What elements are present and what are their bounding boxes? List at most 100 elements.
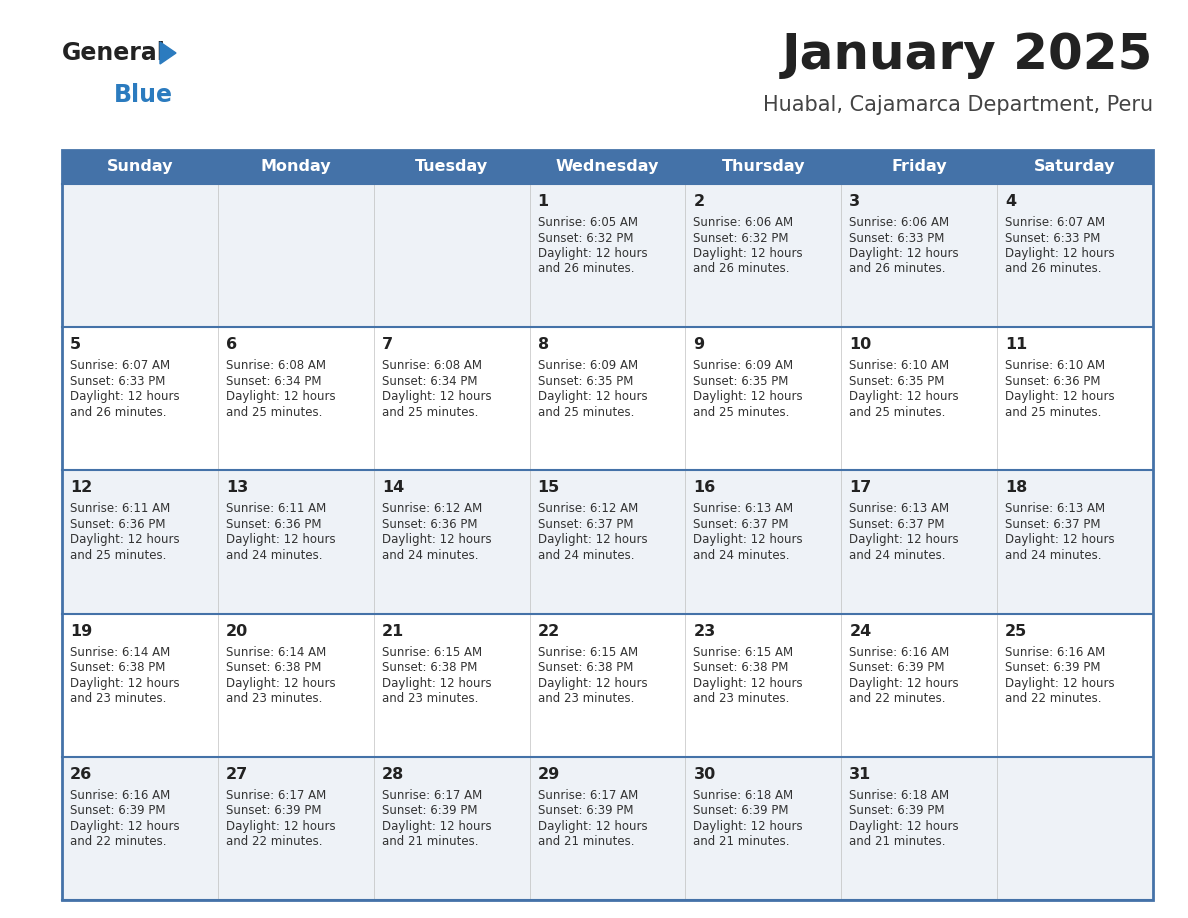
Text: Daylight: 12 hours: Daylight: 12 hours <box>694 247 803 260</box>
Text: Daylight: 12 hours: Daylight: 12 hours <box>849 533 959 546</box>
Text: 23: 23 <box>694 623 715 639</box>
Text: and 21 minutes.: and 21 minutes. <box>381 835 479 848</box>
Text: Daylight: 12 hours: Daylight: 12 hours <box>1005 533 1114 546</box>
Text: Sunset: 6:32 PM: Sunset: 6:32 PM <box>538 231 633 244</box>
Text: Sunset: 6:39 PM: Sunset: 6:39 PM <box>849 661 944 674</box>
Text: Sunset: 6:34 PM: Sunset: 6:34 PM <box>381 375 478 387</box>
Text: Huabal, Cajamarca Department, Peru: Huabal, Cajamarca Department, Peru <box>763 95 1154 115</box>
Text: and 22 minutes.: and 22 minutes. <box>226 835 322 848</box>
Text: Daylight: 12 hours: Daylight: 12 hours <box>70 820 179 833</box>
Text: and 25 minutes.: and 25 minutes. <box>226 406 322 419</box>
Text: Sunrise: 6:08 AM: Sunrise: 6:08 AM <box>381 359 481 372</box>
Text: 31: 31 <box>849 767 872 782</box>
Text: and 26 minutes.: and 26 minutes. <box>1005 263 1101 275</box>
Text: 25: 25 <box>1005 623 1028 639</box>
Text: 22: 22 <box>538 623 560 639</box>
Text: 9: 9 <box>694 337 704 353</box>
Text: Sunrise: 6:12 AM: Sunrise: 6:12 AM <box>381 502 482 515</box>
Text: Daylight: 12 hours: Daylight: 12 hours <box>1005 247 1114 260</box>
Text: 1: 1 <box>538 194 549 209</box>
Text: Sunrise: 6:13 AM: Sunrise: 6:13 AM <box>849 502 949 515</box>
Text: Sunset: 6:39 PM: Sunset: 6:39 PM <box>538 804 633 817</box>
Text: and 25 minutes.: and 25 minutes. <box>381 406 478 419</box>
Text: Monday: Monday <box>260 160 331 174</box>
Text: Daylight: 12 hours: Daylight: 12 hours <box>694 390 803 403</box>
Text: Sunset: 6:38 PM: Sunset: 6:38 PM <box>381 661 478 674</box>
Text: Sunset: 6:38 PM: Sunset: 6:38 PM <box>226 661 321 674</box>
Text: Daylight: 12 hours: Daylight: 12 hours <box>381 677 492 689</box>
Text: Saturday: Saturday <box>1035 160 1116 174</box>
Text: and 23 minutes.: and 23 minutes. <box>70 692 166 705</box>
Text: Daylight: 12 hours: Daylight: 12 hours <box>226 677 335 689</box>
Text: and 21 minutes.: and 21 minutes. <box>538 835 634 848</box>
Text: Sunset: 6:37 PM: Sunset: 6:37 PM <box>1005 518 1100 531</box>
Text: Sunrise: 6:15 AM: Sunrise: 6:15 AM <box>381 645 482 658</box>
Text: Blue: Blue <box>114 83 173 107</box>
Text: 21: 21 <box>381 623 404 639</box>
Text: 29: 29 <box>538 767 560 782</box>
Text: 6: 6 <box>226 337 236 353</box>
Text: Sunset: 6:36 PM: Sunset: 6:36 PM <box>226 518 322 531</box>
Text: Sunset: 6:39 PM: Sunset: 6:39 PM <box>70 804 165 817</box>
Text: and 25 minutes.: and 25 minutes. <box>849 406 946 419</box>
Text: Daylight: 12 hours: Daylight: 12 hours <box>226 390 335 403</box>
Text: Sunrise: 6:09 AM: Sunrise: 6:09 AM <box>694 359 794 372</box>
Text: 11: 11 <box>1005 337 1028 353</box>
Text: Sunrise: 6:16 AM: Sunrise: 6:16 AM <box>849 645 949 658</box>
Bar <box>685 150 841 184</box>
Text: Sunrise: 6:10 AM: Sunrise: 6:10 AM <box>1005 359 1105 372</box>
Text: and 23 minutes.: and 23 minutes. <box>538 692 634 705</box>
Text: 5: 5 <box>70 337 81 353</box>
Text: 2: 2 <box>694 194 704 209</box>
Text: Wednesday: Wednesday <box>556 160 659 174</box>
Text: Daylight: 12 hours: Daylight: 12 hours <box>538 390 647 403</box>
Text: Sunrise: 6:07 AM: Sunrise: 6:07 AM <box>70 359 170 372</box>
Text: and 24 minutes.: and 24 minutes. <box>849 549 946 562</box>
Text: Sunset: 6:38 PM: Sunset: 6:38 PM <box>70 661 165 674</box>
Text: Sunrise: 6:16 AM: Sunrise: 6:16 AM <box>1005 645 1105 658</box>
Text: Sunset: 6:35 PM: Sunset: 6:35 PM <box>694 375 789 387</box>
Text: and 24 minutes.: and 24 minutes. <box>381 549 479 562</box>
Bar <box>997 150 1154 184</box>
Text: Sunrise: 6:11 AM: Sunrise: 6:11 AM <box>70 502 170 515</box>
Text: Sunset: 6:39 PM: Sunset: 6:39 PM <box>1005 661 1100 674</box>
Text: 18: 18 <box>1005 480 1028 496</box>
Text: 15: 15 <box>538 480 560 496</box>
Text: 30: 30 <box>694 767 715 782</box>
Text: Sunrise: 6:14 AM: Sunrise: 6:14 AM <box>226 645 327 658</box>
Text: Daylight: 12 hours: Daylight: 12 hours <box>538 677 647 689</box>
Text: Daylight: 12 hours: Daylight: 12 hours <box>70 390 179 403</box>
Bar <box>62 756 1154 900</box>
Text: 16: 16 <box>694 480 715 496</box>
Text: January 2025: January 2025 <box>782 31 1154 79</box>
Text: Sunrise: 6:05 AM: Sunrise: 6:05 AM <box>538 216 638 229</box>
Text: 12: 12 <box>70 480 93 496</box>
Text: Sunrise: 6:14 AM: Sunrise: 6:14 AM <box>70 645 170 658</box>
Text: Thursday: Thursday <box>721 160 805 174</box>
Text: Daylight: 12 hours: Daylight: 12 hours <box>538 247 647 260</box>
Text: Sunset: 6:38 PM: Sunset: 6:38 PM <box>694 661 789 674</box>
Text: Daylight: 12 hours: Daylight: 12 hours <box>381 820 492 833</box>
Text: Sunrise: 6:12 AM: Sunrise: 6:12 AM <box>538 502 638 515</box>
Text: and 26 minutes.: and 26 minutes. <box>538 263 634 275</box>
Text: Sunset: 6:35 PM: Sunset: 6:35 PM <box>538 375 633 387</box>
Text: and 25 minutes.: and 25 minutes. <box>694 406 790 419</box>
Text: and 22 minutes.: and 22 minutes. <box>849 692 946 705</box>
Text: Sunrise: 6:07 AM: Sunrise: 6:07 AM <box>1005 216 1105 229</box>
Text: Sunset: 6:39 PM: Sunset: 6:39 PM <box>381 804 478 817</box>
Text: Sunset: 6:39 PM: Sunset: 6:39 PM <box>849 804 944 817</box>
Bar <box>62 150 1154 900</box>
Text: Sunset: 6:37 PM: Sunset: 6:37 PM <box>538 518 633 531</box>
Text: Daylight: 12 hours: Daylight: 12 hours <box>1005 677 1114 689</box>
Text: and 26 minutes.: and 26 minutes. <box>694 263 790 275</box>
Bar <box>374 150 530 184</box>
Text: and 21 minutes.: and 21 minutes. <box>849 835 946 848</box>
Text: and 23 minutes.: and 23 minutes. <box>694 692 790 705</box>
Bar <box>217 150 374 184</box>
Text: Daylight: 12 hours: Daylight: 12 hours <box>70 677 179 689</box>
Text: Sunrise: 6:15 AM: Sunrise: 6:15 AM <box>538 645 638 658</box>
Text: Sunset: 6:35 PM: Sunset: 6:35 PM <box>849 375 944 387</box>
Text: Sunset: 6:38 PM: Sunset: 6:38 PM <box>538 661 633 674</box>
Text: Sunset: 6:36 PM: Sunset: 6:36 PM <box>70 518 165 531</box>
Text: Sunset: 6:34 PM: Sunset: 6:34 PM <box>226 375 322 387</box>
